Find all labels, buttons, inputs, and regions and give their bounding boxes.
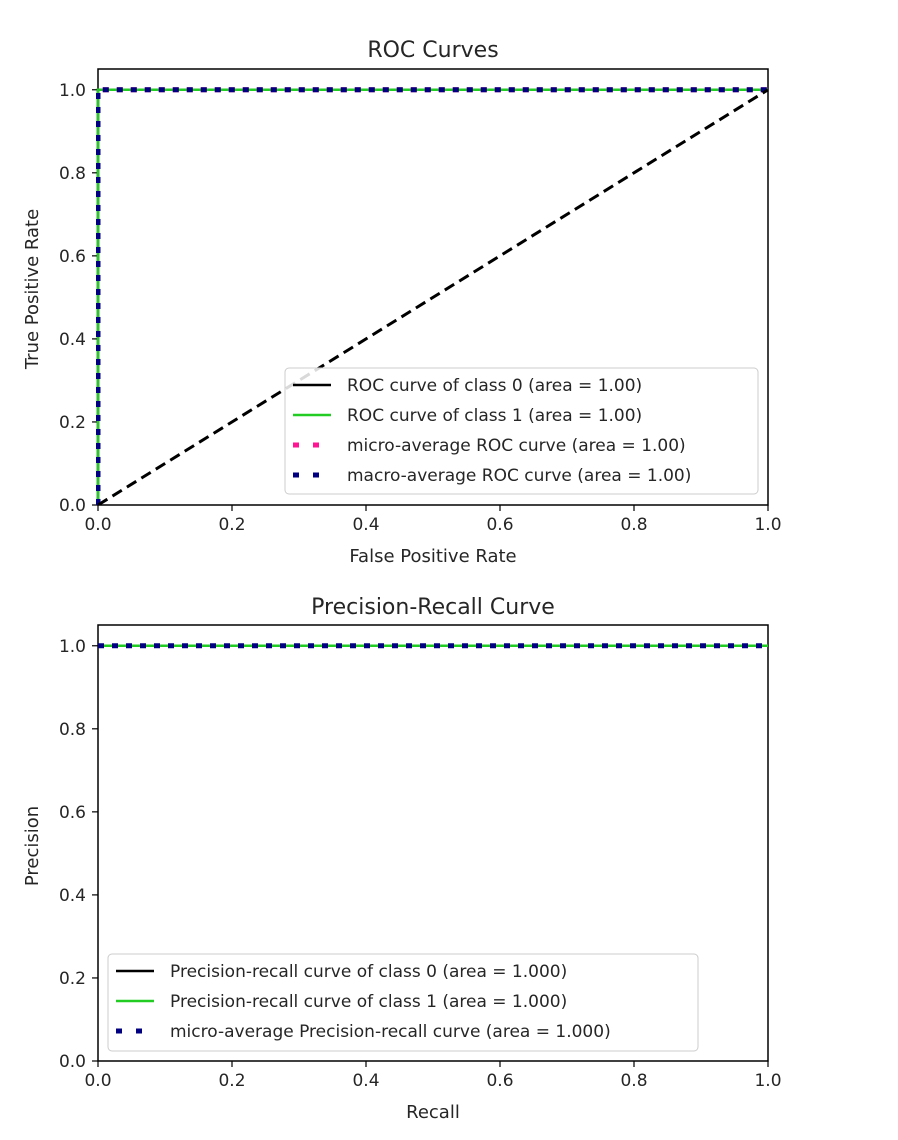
- pr-legend: Precision-recall curve of class 0 (area …: [107, 953, 699, 1052]
- pr-y-tick-label: 0.6: [59, 803, 86, 823]
- pr-y-tick-label: 0.2: [59, 969, 86, 989]
- pr-chart: Precision-Recall Curve Recall Precision …: [22, 595, 782, 1123]
- roc-legend-box: [284, 367, 759, 495]
- pr-x-tick-label: 1.0: [754, 1071, 781, 1091]
- roc-x-tick-label: 0.8: [620, 515, 647, 535]
- roc-legend-label-1: ROC curve of class 1 (area = 1.00): [347, 406, 642, 426]
- roc-x-tick-label: 0.0: [84, 515, 111, 535]
- roc-chart-title: ROC Curves: [367, 38, 498, 63]
- pr-y-axis-label: Precision: [22, 806, 43, 886]
- roc-y-tick-label: 1.0: [59, 81, 86, 101]
- pr-chart-title: Precision-Recall Curve: [311, 595, 555, 620]
- pr-plot-area: [97, 624, 769, 1062]
- roc-x-tick-label: 1.0: [754, 515, 781, 535]
- roc-legend-label-0: ROC curve of class 0 (area = 1.00): [347, 376, 642, 396]
- roc-ticks: 0.0 0.2 0.4 0.6 0.8 1.0 0.0 0.2 0.4 0.6 0.8 1.0: [59, 81, 782, 535]
- roc-chart: ROC Curves False Positive Rate True Posi…: [22, 38, 782, 567]
- roc-y-tick-label: 0.4: [59, 330, 86, 350]
- pr-legend-box: [107, 953, 699, 1052]
- roc-series-line-1: [96, 88, 768, 505]
- pr-y-tick-label: 0.4: [59, 886, 86, 906]
- pr-legend-label-0: Precision-recall curve of class 0 (area …: [170, 962, 567, 982]
- pr-x-tick-label: 0.0: [84, 1071, 111, 1091]
- pr-legend-label-2: micro-average Precision-recall curve (ar…: [170, 1022, 611, 1042]
- roc-chance-line: [97, 88, 769, 505]
- roc-y-tick-label: 0.0: [59, 496, 86, 516]
- pr-ticks: 0.0 0.2 0.4 0.6 0.8 1.0 0.0 0.2 0.4 0.6 0.8 1.0: [59, 637, 782, 1091]
- pr-x-tick-label: 0.4: [352, 1071, 379, 1091]
- pr-y-tick-label: 0.0: [59, 1052, 86, 1072]
- roc-plot-area: [96, 68, 769, 506]
- roc-y-tick-label: 0.2: [59, 413, 86, 433]
- roc-x-axis-label: False Positive Rate: [349, 546, 516, 567]
- pr-x-tick-label: 0.2: [218, 1071, 245, 1091]
- roc-y-axis-label: True Positive Rate: [22, 209, 43, 370]
- pr-y-tick-label: 1.0: [59, 637, 86, 657]
- pr-x-tick-label: 0.6: [486, 1071, 513, 1091]
- roc-x-tick-label: 0.6: [486, 515, 513, 535]
- roc-x-tick-label: 0.2: [218, 515, 245, 535]
- roc-legend-label-2: micro-average ROC curve (area = 1.00): [347, 436, 686, 456]
- pr-y-tick-label: 0.8: [59, 720, 86, 740]
- roc-x-tick-label: 0.4: [352, 515, 379, 535]
- roc-legend-label-3: macro-average ROC curve (area = 1.00): [347, 466, 691, 486]
- pr-x-axis-label: Recall: [406, 1102, 460, 1123]
- roc-series-group: [96, 87, 769, 505]
- roc-y-tick-label: 0.6: [59, 247, 86, 267]
- roc-y-tick-label: 0.8: [59, 164, 86, 184]
- pr-axes-frame: [97, 624, 769, 1062]
- pr-x-tick-label: 0.8: [620, 1071, 647, 1091]
- pr-legend-label-1: Precision-recall curve of class 1 (area …: [170, 992, 567, 1012]
- roc-legend: ROC curve of class 0 (area = 1.00) ROC cu…: [284, 367, 759, 495]
